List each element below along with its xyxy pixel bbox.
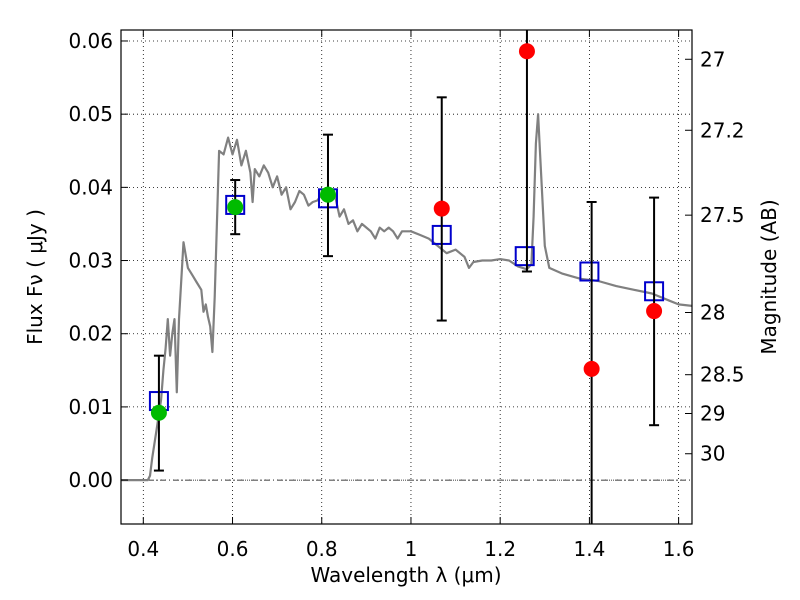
x-tick-label: 0.6 (217, 537, 249, 561)
non-detection-point (646, 303, 663, 320)
magnitude-tick-label: 27.5 (700, 203, 745, 227)
model-photometry-square (579, 261, 600, 282)
x-axis-label: Wavelength λ (μm) (310, 563, 501, 587)
magnitude-tick-label: 29 (700, 401, 725, 425)
detection-point (150, 404, 167, 421)
non-detection-point (583, 360, 600, 377)
x-tick-label: 0.4 (127, 537, 159, 561)
y-axis-label: Flux Fν ( μJy ) (23, 209, 47, 345)
y-axis: 0.00 0.01 0.02 0.03 0.04 0.05 0.06 (68, 29, 128, 492)
y-tick-label: 0.03 (68, 249, 113, 273)
detection-point (227, 199, 244, 216)
data-marks (148, 30, 665, 524)
y-tick-label: 0.01 (68, 395, 113, 419)
magnitude-tick-label: 30 (700, 442, 725, 466)
detection-point (319, 186, 336, 203)
x-tick-label: 1 (405, 537, 418, 561)
x-tick-label: 1.2 (484, 537, 516, 561)
magnitude-axis: 27 27.2 27.5 28 28.5 29 30 (685, 47, 745, 466)
non-detection-point (518, 43, 535, 60)
y-tick-label: 0.06 (68, 29, 113, 53)
y-tick-label: 0.00 (68, 468, 113, 492)
x-axis: 0.4 0.6 0.8 1 1.2 1.4 1.6 (127, 30, 695, 561)
y-tick-label: 0.05 (68, 102, 113, 126)
x-tick-label: 1.4 (573, 537, 605, 561)
magnitude-tick-label: 27.2 (700, 118, 745, 142)
x-tick-label: 1.6 (663, 537, 695, 561)
y-tick-label: 0.02 (68, 322, 113, 346)
magnitude-axis-label: Magnitude (AB) (757, 199, 781, 354)
plot-area (121, 30, 692, 524)
plot-frame (120, 29, 693, 525)
non-detection-point (433, 200, 450, 217)
magnitude-tick-label: 28 (700, 300, 725, 324)
magnitude-tick-label: 27 (700, 47, 725, 71)
x-tick-label: 0.8 (306, 537, 338, 561)
magnitude-tick-label: 28.5 (700, 363, 745, 387)
y-tick-label: 0.04 (68, 175, 113, 199)
model-photometry-square (514, 246, 535, 267)
